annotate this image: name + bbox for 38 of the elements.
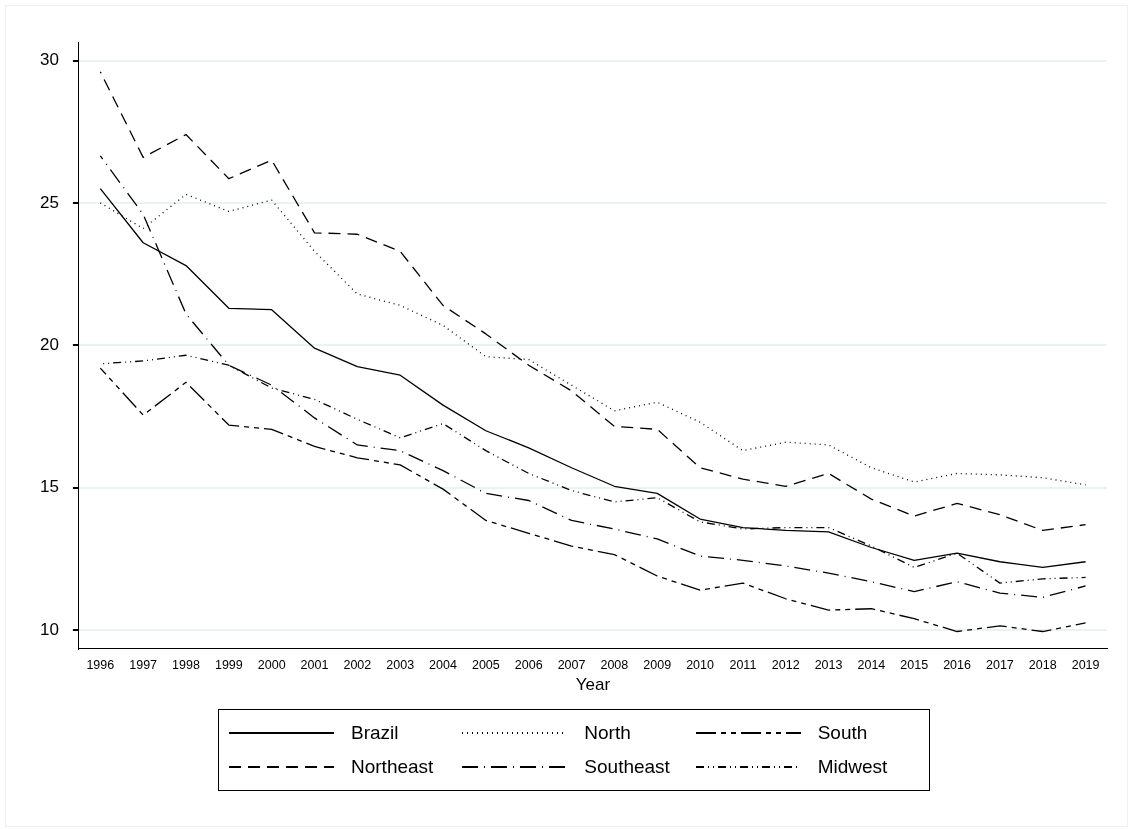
x-tick-label: 2018 <box>1028 657 1057 672</box>
x-tick-label: 1996 <box>86 657 115 672</box>
x-tick-label: 1999 <box>214 657 243 672</box>
x-tick-label: 2001 <box>300 657 329 672</box>
x-tick-label: 2017 <box>986 657 1014 672</box>
line-series <box>99 367 1087 633</box>
line-series <box>99 71 1087 532</box>
y-tick-label: 30 <box>39 50 59 70</box>
legend-label: North <box>584 722 631 744</box>
x-tick-label: 2002 <box>343 657 372 672</box>
x-tick-label: 2012 <box>771 657 800 672</box>
y-tick-label: 25 <box>39 192 59 212</box>
x-tick-label: 2005 <box>471 657 500 672</box>
legend-label: Midwest <box>817 756 888 778</box>
x-tick-label: 2004 <box>429 657 457 672</box>
y-tick-label: 15 <box>39 477 59 497</box>
x-tick-label: 2015 <box>900 657 929 672</box>
x-tick-label: 2003 <box>386 657 415 672</box>
legend-label: Northeast <box>351 756 434 778</box>
x-tick-label: 2000 <box>257 657 286 672</box>
x-tick-label: 2019 <box>1071 657 1100 672</box>
y-tick-label: 20 <box>39 334 59 354</box>
legend-label: Southeast <box>584 756 670 778</box>
x-tick-label: 2010 <box>686 657 714 672</box>
x-tick-label: 2014 <box>857 657 886 672</box>
x-tick-label: 2009 <box>643 657 672 672</box>
y-tick-label: 10 <box>39 619 59 639</box>
legend-label: Brazil <box>351 722 399 744</box>
legend-label: South <box>817 722 868 744</box>
x-tick-label: 2011 <box>729 657 757 672</box>
x-tick-label: 1997 <box>129 657 158 672</box>
x-tick-label: 2007 <box>557 657 586 672</box>
x-tick-label: 2013 <box>814 657 843 672</box>
x-tick-label: 1998 <box>172 657 200 672</box>
x-tick-label: 2006 <box>514 657 543 672</box>
x-tick-label: 2016 <box>943 657 972 672</box>
x-tick-label: 2008 <box>600 657 629 672</box>
x-axis-title: Year <box>575 675 611 695</box>
